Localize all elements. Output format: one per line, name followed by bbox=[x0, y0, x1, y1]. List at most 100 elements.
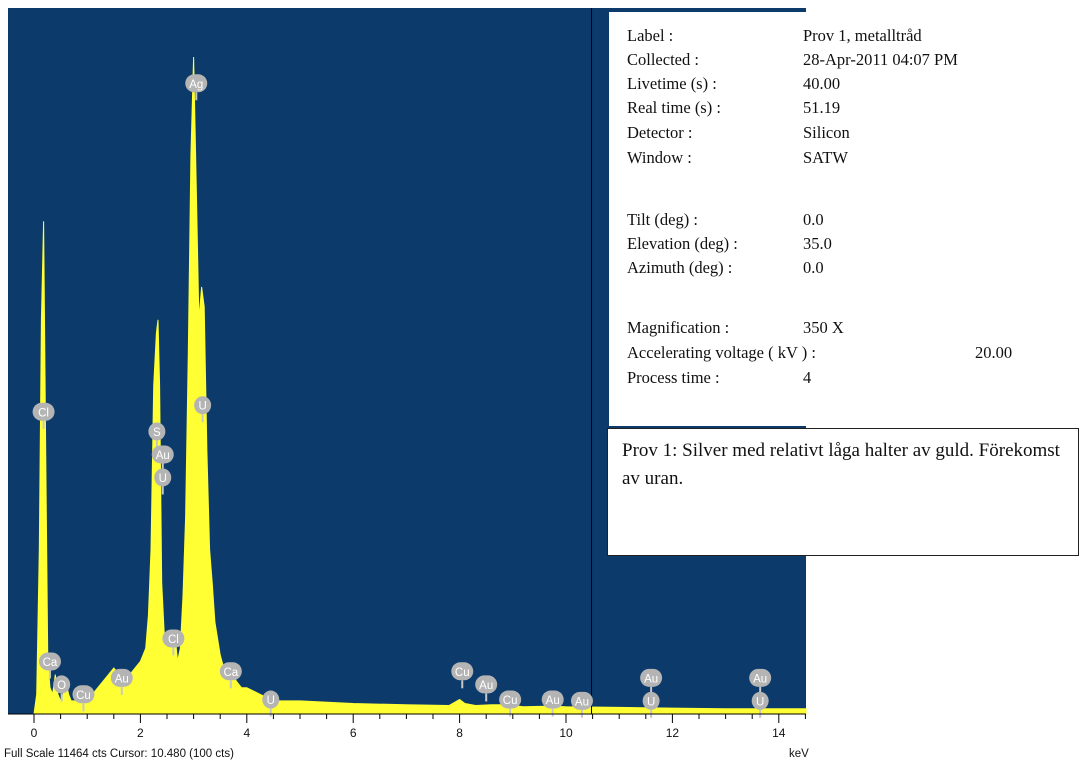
peak-label-bubble bbox=[32, 402, 55, 421]
x-axis-ticks: 0 2 4 6 8 10 12 14 bbox=[31, 714, 806, 740]
peak-label-bubble bbox=[185, 74, 208, 93]
peak-label-bubble bbox=[162, 629, 185, 648]
peak-label-text: Cu bbox=[76, 690, 91, 702]
peak-label-bubble bbox=[451, 662, 474, 681]
peak-label-text: Au bbox=[115, 673, 129, 685]
peak-label-bubble bbox=[262, 690, 280, 709]
meta-value: 0.0 bbox=[803, 258, 824, 277]
sample-comment-box: Prov 1: Silver med relativt låga halter … bbox=[607, 428, 1079, 556]
meta-label: Real time (s) : bbox=[627, 98, 721, 117]
peak-label-cl: Cl bbox=[32, 402, 55, 429]
x-axis-unit: keV bbox=[789, 748, 809, 760]
peak-label-bubble bbox=[475, 675, 498, 694]
peak-label-bubble bbox=[151, 445, 174, 464]
x-tick-label: 0 bbox=[31, 726, 38, 740]
meta-value: 51.19 bbox=[803, 98, 841, 117]
peak-label-bubble bbox=[38, 652, 61, 671]
meta-label: Window : bbox=[627, 148, 692, 167]
x-tick-label: 4 bbox=[243, 726, 250, 740]
peak-label-text: U bbox=[647, 696, 655, 708]
peak-labels: Ag Cl U S Au U Cl Ca O Cu Au Ca U Cu Au Cu Au Au Au U Au U bbox=[32, 74, 772, 718]
meta-value: 40.00 bbox=[803, 74, 841, 93]
meta-value: 35.0 bbox=[803, 234, 832, 253]
sample-comment: Prov 1: Silver med relativt låga halter … bbox=[622, 440, 1060, 489]
peak-label-au: Au bbox=[151, 445, 174, 472]
meta-label: Detector : bbox=[627, 123, 693, 142]
peak-label-text: O bbox=[57, 680, 66, 692]
peak-label-bubble bbox=[570, 691, 593, 710]
peak-label-bubble bbox=[154, 468, 172, 487]
peak-label-u: U bbox=[262, 690, 280, 717]
peak-label-text: U bbox=[198, 401, 206, 413]
x-tick-label: 12 bbox=[666, 726, 680, 740]
meta-value: Prov 1, metalltråd bbox=[803, 26, 922, 45]
peak-label-text: Au bbox=[575, 696, 589, 708]
meta-label: Collected : bbox=[627, 50, 699, 69]
peak-label-bubble bbox=[749, 668, 772, 687]
meta-label: Process time : bbox=[627, 368, 720, 387]
peak-label-text: Cl bbox=[38, 407, 49, 419]
peak-label-text: S bbox=[153, 427, 161, 439]
peak-label-text: Cl bbox=[168, 634, 179, 646]
meta-value: 0.0 bbox=[803, 210, 824, 229]
peak-label-bubble bbox=[148, 422, 166, 441]
peak-label-text: Au bbox=[156, 450, 170, 462]
peak-label-text: Au bbox=[546, 695, 560, 707]
x-tick-label: 6 bbox=[350, 726, 357, 740]
meta-value: 4 bbox=[803, 368, 812, 387]
meta-label: Label : bbox=[627, 26, 674, 45]
peak-label-au: Au bbox=[475, 675, 498, 702]
peak-label-ca: Ca bbox=[219, 662, 242, 689]
peak-label-au: Au bbox=[749, 668, 772, 695]
x-tick-label: 2 bbox=[137, 726, 144, 740]
peak-label-au: Au bbox=[541, 690, 564, 717]
peak-label-u: U bbox=[194, 396, 212, 423]
peak-label-text: Au bbox=[753, 673, 767, 685]
peak-label-au: Au bbox=[110, 668, 133, 695]
peak-label-bubble bbox=[194, 396, 212, 415]
x-tick-label: 10 bbox=[559, 726, 573, 740]
peak-label-text: U bbox=[756, 696, 764, 708]
peak-label-text: Au bbox=[644, 673, 658, 685]
peak-label-bubble bbox=[72, 685, 95, 704]
x-tick-label: 14 bbox=[772, 726, 786, 740]
peak-label-bubble bbox=[541, 690, 564, 709]
x-tick-label: 8 bbox=[456, 726, 463, 740]
meta-label: Tilt (deg) : bbox=[627, 210, 698, 229]
meta-label: Magnification : bbox=[627, 318, 730, 337]
meta-value: 28-Apr-2011 04:07 PM bbox=[803, 50, 958, 69]
peak-label-bubble bbox=[219, 662, 242, 681]
peak-label-text: Ca bbox=[223, 667, 238, 679]
peak-label-bubble bbox=[53, 675, 71, 694]
meta-value: 20.00 bbox=[975, 343, 1013, 362]
peak-label-bubble bbox=[751, 691, 769, 710]
peak-label-text: Ca bbox=[43, 657, 58, 669]
peak-label-text: U bbox=[267, 695, 275, 707]
peak-label-bubble bbox=[642, 691, 660, 710]
peak-label-cu: Cu bbox=[499, 690, 522, 717]
peak-label-cl: Cl bbox=[162, 629, 185, 656]
meta-value: SATW bbox=[803, 148, 848, 167]
peak-label-text: Cu bbox=[503, 695, 518, 707]
peak-label-text: Ag bbox=[189, 79, 203, 91]
peak-label-o: O bbox=[53, 675, 71, 702]
meta-value: 350 X bbox=[803, 318, 844, 337]
peak-label-au: Au bbox=[640, 668, 663, 695]
peak-label-bubble bbox=[640, 668, 663, 687]
peak-label-text: U bbox=[159, 473, 167, 485]
peak-label-ag: Ag bbox=[185, 74, 208, 101]
peak-label-text: Au bbox=[479, 680, 493, 692]
meta-value: Silicon bbox=[803, 123, 850, 142]
peak-label-cu: Cu bbox=[72, 685, 95, 712]
peak-label-cu: Cu bbox=[451, 662, 474, 689]
meta-label: Elevation (deg) : bbox=[627, 234, 738, 253]
peak-label-text: Cu bbox=[455, 667, 470, 679]
peak-label-bubble bbox=[499, 690, 522, 709]
acquisition-info-panel: Label : Prov 1, metalltråd Collected : 28-A… bbox=[609, 12, 1079, 426]
status-footer: Full Scale 11464 cts Cursor: 10.480 (100… bbox=[4, 748, 234, 760]
peak-label-bubble bbox=[110, 668, 133, 687]
meta-label: Livetime (s) : bbox=[627, 74, 717, 93]
peak-label-u: U bbox=[154, 468, 172, 495]
meta-label: Accelerating voltage ( kV ) : bbox=[627, 343, 816, 362]
meta-label: Azimuth (deg) : bbox=[627, 258, 733, 277]
